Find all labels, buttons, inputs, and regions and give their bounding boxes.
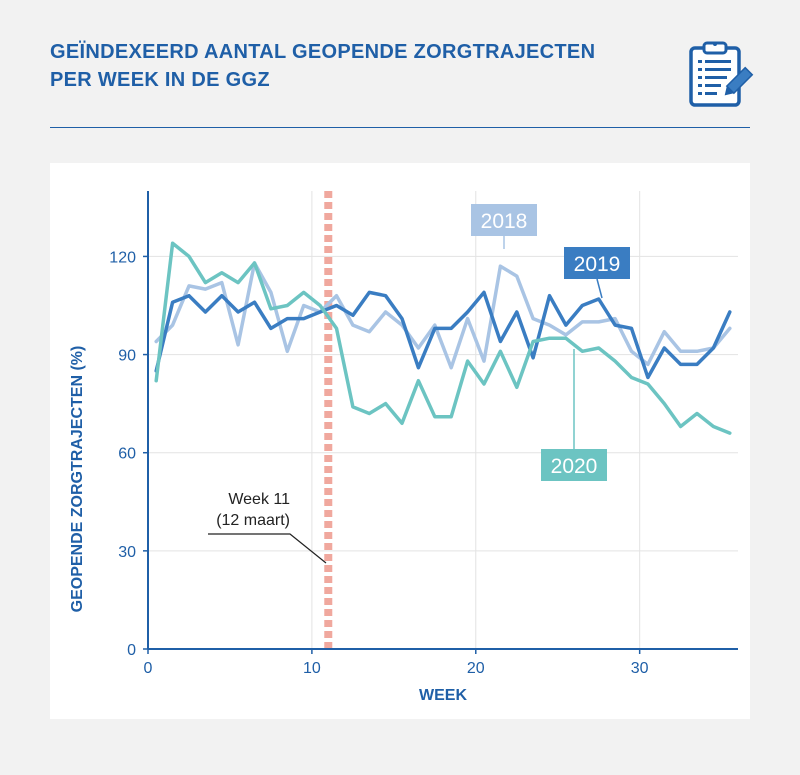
legend-label-2018: 2018: [471, 204, 537, 249]
marker-annotation: Week 11 (12 maart): [208, 491, 327, 564]
marker-label-line-1: Week 11: [228, 491, 290, 508]
legend-label-2019: 2019: [564, 247, 630, 299]
x-axis-title: WEEK: [419, 687, 467, 704]
axes: [143, 191, 738, 654]
y-tick-label: 90: [118, 348, 136, 365]
y-tick-label: 60: [118, 446, 136, 463]
title-line-1: GEÏNDEXEERD AANTAL GEOPENDE ZORGTRAJECTE…: [50, 41, 596, 63]
label-2018: 2018: [481, 210, 528, 233]
x-tick-label: 20: [467, 660, 485, 677]
series-line-2019: [154, 290, 732, 380]
grid-lines: [148, 191, 738, 649]
label-2019: 2019: [574, 253, 621, 276]
x-tick-label: 10: [303, 660, 321, 677]
clipboard-pencil-icon: [689, 41, 754, 107]
series-line-2020: [154, 241, 732, 435]
marker-leader-line: [208, 533, 327, 564]
legend-label-2020: 2020: [541, 349, 607, 481]
chart-card: 0 30 60 90 120 0 10 20 30 WEEK GEOPENDE ZORGTRAJ…: [50, 163, 750, 719]
title-divider: [50, 127, 750, 128]
line-chart: 0 30 60 90 120 0 10 20 30 WEEK GEOPENDE ZORGTRAJ…: [69, 191, 738, 704]
label-2020: 2020: [551, 455, 598, 478]
y-tick-label: 0: [127, 642, 136, 659]
series-lines: [154, 241, 732, 435]
chart-title: GEÏNDEXEERD AANTAL GEOPENDE ZORGTRAJECTE…: [50, 38, 595, 94]
y-tick-label: 120: [109, 249, 136, 266]
y-tick-label: 30: [118, 544, 136, 561]
series-line-2018: [154, 261, 732, 370]
title-line-2: PER WEEK IN DE GGZ: [50, 69, 270, 91]
y-axis-title: GEOPENDE ZORGTRAJECTEN (%): [69, 346, 86, 613]
tick-labels: 0 30 60 90 120 0 10 20 30: [109, 249, 648, 677]
x-tick-label: 0: [144, 660, 153, 677]
marker-label-line-2: (12 maart): [216, 512, 290, 529]
x-tick-label: 30: [631, 660, 649, 677]
